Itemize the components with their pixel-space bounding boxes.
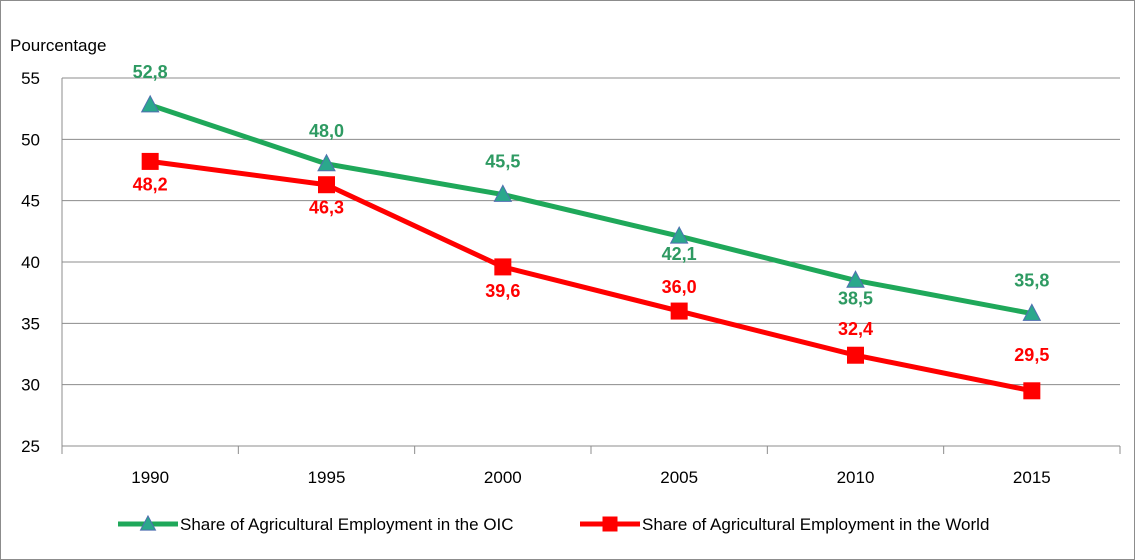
oic-data-label: 42,1 [662, 244, 697, 264]
oic-data-point [846, 270, 865, 288]
x-tick-label: 2010 [837, 468, 875, 487]
oic-data-point [140, 94, 160, 113]
world-data-point [847, 346, 864, 364]
oic-data-label: 52,8 [133, 62, 168, 82]
x-tick-label: 1995 [308, 468, 346, 487]
y-tick-label: 35 [21, 314, 40, 333]
oic-data-label: 35,8 [1014, 271, 1049, 291]
y-axis-title: Pourcentage [10, 36, 107, 55]
x-tick-label: 2000 [484, 468, 522, 487]
world-data-point [670, 302, 688, 320]
world-data-point [1023, 382, 1041, 400]
world-data-label: 48,2 [133, 174, 168, 194]
world-data-point [318, 176, 335, 194]
world-data-label: 39,6 [485, 281, 520, 301]
world-data-label: 29,5 [1014, 345, 1049, 365]
oic-data-point [669, 225, 689, 244]
oic-data-point [493, 184, 513, 202]
oic-data-point [1022, 303, 1042, 321]
x-tick-label: 2015 [1013, 468, 1051, 487]
x-tick-label: 2005 [660, 468, 698, 487]
oic-data-label: 48,0 [309, 121, 344, 141]
world-legend-marker [602, 516, 618, 532]
oic-legend-marker [139, 514, 157, 531]
oic-series-line [149, 102, 1033, 316]
world-data-label: 32,4 [838, 319, 873, 339]
world-data-point [494, 258, 512, 276]
world-data-label: 36,0 [662, 277, 697, 297]
y-tick-label: 30 [21, 376, 40, 395]
y-tick-label: 55 [21, 69, 40, 88]
x-tick-label: 1990 [131, 468, 169, 487]
y-tick-label: 40 [21, 253, 40, 272]
world-series-line [149, 158, 1033, 394]
y-tick-label: 25 [21, 437, 40, 456]
oic-data-point [317, 153, 336, 172]
oic-legend-label: Share of Agricultural Employment in the … [180, 515, 514, 534]
y-tick-label: 45 [21, 192, 40, 211]
world-data-point [141, 152, 159, 170]
oic-data-label: 45,5 [485, 152, 520, 172]
world-legend-label: Share of Agricultural Employment in the … [642, 515, 989, 534]
y-tick-label: 50 [21, 130, 40, 149]
oic-data-label: 38,5 [838, 288, 873, 308]
world-data-label: 46,3 [309, 198, 344, 218]
